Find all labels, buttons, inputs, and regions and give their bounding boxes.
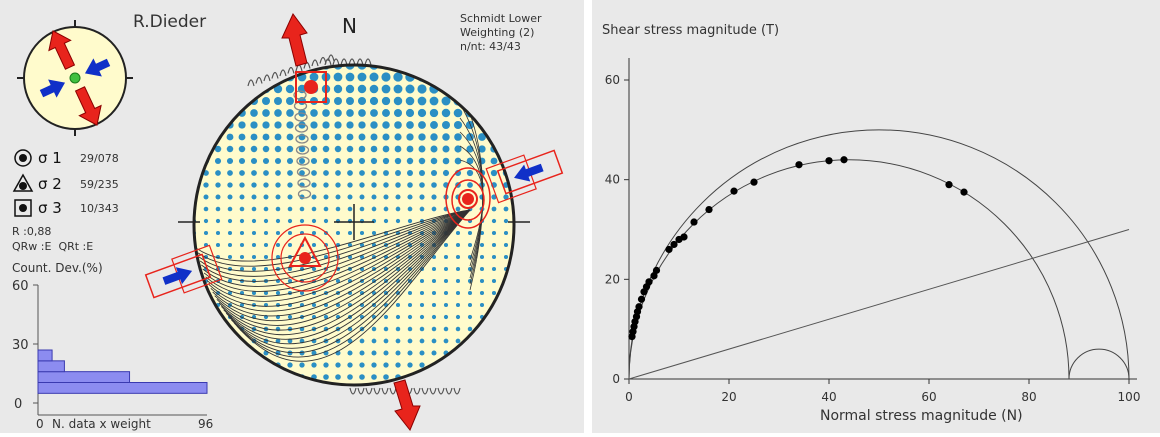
mohr-points <box>628 156 968 341</box>
mohr-svg: Shear stress magnitude (T) Normal stress… <box>602 23 1141 424</box>
hist-y-tick-bottom: 0 <box>14 397 22 412</box>
mohr-circle <box>1068 348 1130 380</box>
sigma-2-orientation: 59/235 <box>80 178 119 191</box>
fault-great-circles <box>196 89 484 362</box>
mohr-point <box>960 188 968 196</box>
sigma-2-marker <box>271 224 339 292</box>
mohr-axes: 0 20 40 60 80 100 0 20 40 60 <box>605 58 1141 404</box>
mohr-x-tick-label: 40 <box>821 390 836 404</box>
mohr-y-tick-label: 60 <box>605 73 620 87</box>
mohr-point <box>637 295 646 303</box>
author-label: R.Dieder <box>133 12 206 32</box>
stress-regime-symbol <box>17 20 133 136</box>
mohr-x-label: Normal stress magnitude (N) <box>820 408 1023 424</box>
quality-text: QRw :E QRt :E <box>12 240 93 253</box>
histogram-bar <box>37 349 53 362</box>
sigma-1-label: σ 1 <box>38 149 62 167</box>
mohr-point <box>645 278 653 286</box>
mohr-panel: Shear stress magnitude (T) Normal stress… <box>592 0 1160 433</box>
mohr-point <box>652 266 661 274</box>
mohr-point <box>730 187 738 195</box>
histogram-bar <box>37 382 208 394</box>
sigma-2-label: σ 2 <box>38 175 62 193</box>
mohr-x-tick-label: 20 <box>721 390 736 404</box>
stereonet-svg: R.Dieder N Schmidt Lower Weighting (2) n… <box>12 12 564 431</box>
extension-arrow-top-icon <box>281 13 308 67</box>
mohr-point <box>665 245 673 254</box>
mohr-circle <box>628 159 1070 380</box>
mohr-point <box>680 233 688 241</box>
stereonet-panel: R.Dieder N Schmidt Lower Weighting (2) n… <box>0 0 584 433</box>
mohr-x-tick-label: 60 <box>921 390 936 404</box>
stereonet-primitive-circle <box>192 63 516 387</box>
compression-arrow-icon <box>39 58 111 98</box>
projection-line-1: Schmidt Lower <box>460 12 542 25</box>
mohr-point <box>690 218 698 226</box>
mohr-point <box>705 205 713 214</box>
hist-x-tick-min: 0 <box>36 417 44 431</box>
mohr-y-tick-label: 20 <box>605 272 620 286</box>
sigma-legend: σ 1 29/078 σ 2 59/235 σ 3 10/343 <box>12 149 119 217</box>
mohr-point <box>650 272 658 280</box>
compression-box-left <box>144 244 223 299</box>
histogram-bar <box>37 360 65 373</box>
histogram: 60 30 0 0 N. data x weight 96 <box>12 279 213 431</box>
mohr-y-tick-label: 40 <box>605 173 620 187</box>
mohr-x-tick-label: 100 <box>1118 390 1141 404</box>
north-label: N <box>342 14 357 38</box>
mohr-point <box>635 303 643 311</box>
stereonet-plot <box>144 13 564 431</box>
mohr-point <box>750 178 758 186</box>
mohr-circles <box>628 129 1130 380</box>
extension-arrow-icon <box>48 30 102 126</box>
ratio-text: R :0,88 <box>12 225 51 238</box>
histogram-title: Count. Dev.(%) <box>12 261 103 275</box>
sigma-1-marker <box>445 167 491 229</box>
projection-line-3: n/nt: 43/43 <box>460 40 521 53</box>
mohr-y-label: Shear stress magnitude (T) <box>602 23 779 38</box>
mohr-point <box>840 156 848 164</box>
mohr-x-tick-label: 80 <box>1021 390 1036 404</box>
mohr-point <box>945 181 953 189</box>
sigma-3-label: σ 3 <box>38 199 62 217</box>
sigma-1-orientation: 29/078 <box>80 152 119 165</box>
mohr-point <box>795 161 803 169</box>
mohr-point <box>670 240 678 249</box>
hist-y-tick-top: 60 <box>12 279 29 294</box>
sigma-3-orientation: 10/343 <box>80 202 119 215</box>
histogram-bar <box>37 371 131 383</box>
mohr-point <box>825 157 833 165</box>
projection-line-2: Weighting (2) <box>460 26 534 39</box>
sigma-3-marker <box>295 71 327 103</box>
hist-x-tick-max: 96 <box>198 417 213 431</box>
hist-x-label: N. data x weight <box>52 417 151 431</box>
mohr-circle <box>628 129 1130 380</box>
compression-box-right <box>485 149 564 204</box>
extension-arrow-bottom-icon <box>393 379 421 431</box>
hist-y-tick-mid: 30 <box>12 338 29 353</box>
projection-info: Schmidt Lower Weighting (2) n/nt: 43/43 <box>460 12 542 53</box>
mohr-x-tick-label: 0 <box>625 390 633 404</box>
mohr-y-tick-label: 0 <box>612 372 620 386</box>
friction-line <box>628 229 1130 380</box>
